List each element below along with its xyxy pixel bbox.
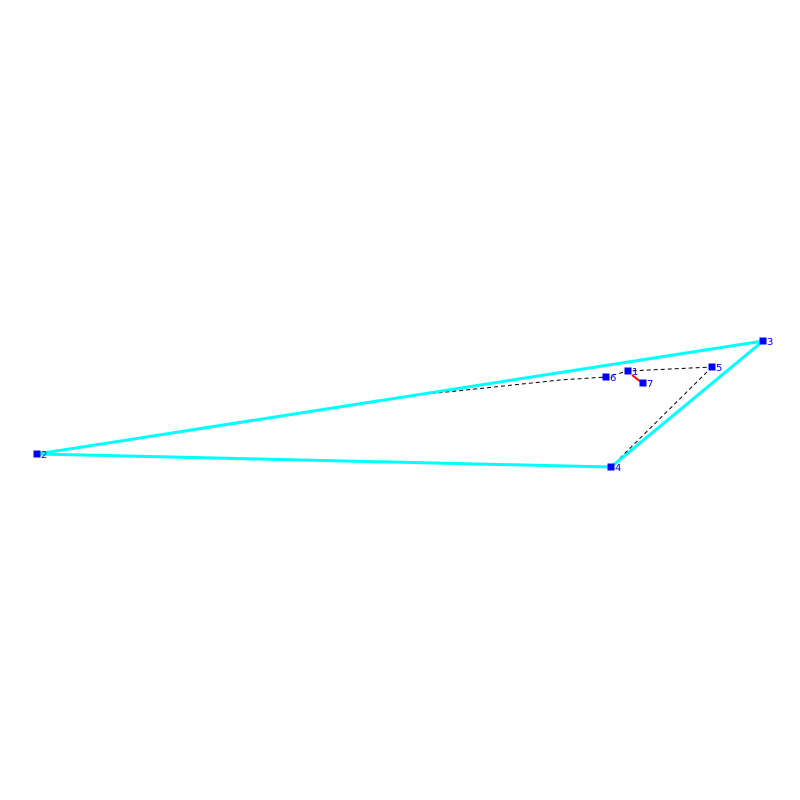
node-label: 5 [716, 363, 722, 374]
node-label: 1 [632, 367, 638, 378]
node-label: 7 [647, 379, 653, 390]
node: 1 [624, 367, 638, 378]
node: 4 [607, 463, 621, 474]
node: 3 [759, 337, 773, 348]
node: 2 [33, 450, 47, 461]
node-label: 2 [41, 450, 47, 461]
node-marker [639, 379, 647, 387]
node-marker [602, 373, 610, 381]
node: 7 [639, 379, 653, 390]
node-label: 3 [767, 337, 773, 348]
node-marker [624, 367, 632, 375]
node-label: 4 [615, 463, 621, 474]
cyan-outline [36, 338, 769, 469]
dashed-line [610, 366, 713, 468]
node: 5 [708, 363, 722, 374]
node: 6 [602, 373, 616, 384]
node-marker [759, 337, 767, 345]
node-marker [607, 463, 615, 471]
node-label: 6 [610, 373, 616, 384]
nodes: 1 2 3 4 5 6 7 [33, 337, 773, 474]
node-marker [708, 363, 716, 371]
node-marker [33, 450, 41, 458]
